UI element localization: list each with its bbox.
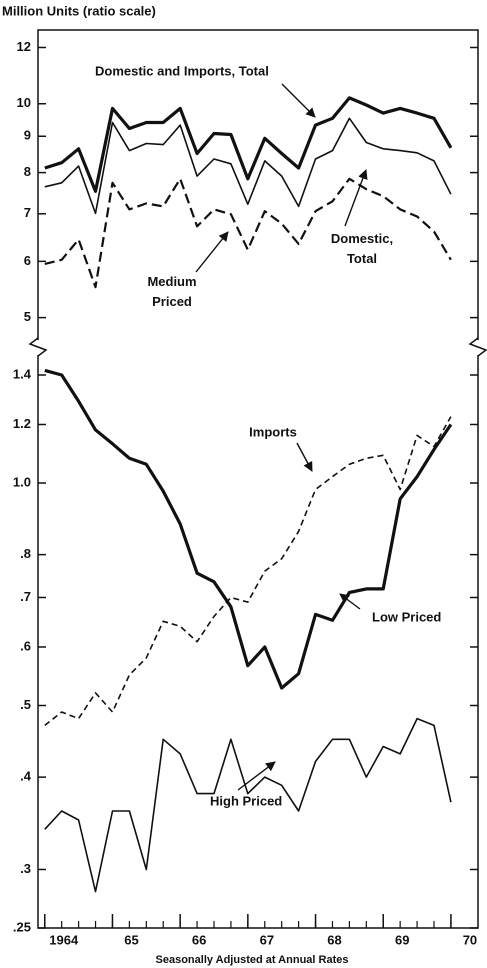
y-tick-label: 12 bbox=[17, 39, 31, 54]
y-tick-label: 10 bbox=[17, 95, 31, 110]
x-axis-title: Seasonally Adjusted at Annual Rates bbox=[156, 954, 349, 966]
upper-frame bbox=[37, 29, 479, 340]
axis-break bbox=[468, 337, 487, 357]
label-arrow bbox=[237, 761, 276, 791]
axis-break bbox=[28, 337, 48, 357]
y-tick-label: .7 bbox=[20, 589, 31, 604]
series-line bbox=[44, 96, 453, 193]
series-line bbox=[44, 416, 452, 727]
series-label-line: Priced bbox=[152, 294, 192, 309]
y-tick-label: 9 bbox=[24, 128, 31, 143]
series-label-line: Domestic, bbox=[331, 231, 393, 246]
series-label: Domestic and Imports, Total bbox=[95, 63, 269, 78]
y-tick-label: .5 bbox=[20, 697, 31, 712]
series-label: Domestic, Total bbox=[331, 231, 393, 266]
label-arrow bbox=[344, 169, 368, 227]
series-line bbox=[44, 117, 452, 215]
series-line bbox=[44, 717, 452, 893]
x-tick-label: 1964 bbox=[49, 932, 79, 947]
y-tick-label: 6 bbox=[24, 253, 31, 268]
series-label: Low Priced bbox=[372, 609, 441, 624]
y-tick-label: .4 bbox=[20, 769, 32, 784]
series-label: Medium Priced bbox=[147, 274, 196, 309]
lower-frame bbox=[37, 355, 479, 929]
y-tick-label: 1.4 bbox=[13, 366, 32, 381]
y-tick-label: 1.0 bbox=[13, 474, 31, 489]
y-tick-label: 7 bbox=[24, 205, 31, 220]
x-tick-label: 70 bbox=[463, 932, 477, 947]
y-tick-label: .6 bbox=[20, 638, 31, 653]
series-line bbox=[44, 368, 453, 690]
y-tick-label: 8 bbox=[24, 164, 31, 179]
x-tick-label: 68 bbox=[327, 932, 341, 947]
series-label-line: Total bbox=[347, 251, 377, 266]
series-label: High Priced bbox=[210, 793, 282, 808]
label-arrow bbox=[195, 231, 229, 273]
y-tick-label: .8 bbox=[20, 546, 31, 561]
y-tick-label: 1.2 bbox=[13, 416, 31, 431]
x-tick-label: 67 bbox=[260, 932, 274, 947]
label-arrow bbox=[339, 593, 361, 610]
y-tick-label: 5 bbox=[24, 309, 31, 324]
x-tick-label: 66 bbox=[192, 932, 206, 947]
x-tick-label: 69 bbox=[395, 932, 409, 947]
y-tick-label: .25 bbox=[13, 919, 31, 934]
series-label: Imports bbox=[249, 424, 297, 439]
x-tick-label: 65 bbox=[124, 932, 138, 947]
series-line bbox=[44, 177, 452, 289]
y-axis-title: Million Units (ratio scale) bbox=[2, 3, 156, 18]
series-label-line: Medium bbox=[147, 274, 196, 289]
label-arrow bbox=[296, 442, 313, 472]
label-arrow bbox=[281, 83, 316, 118]
y-tick-label: .3 bbox=[20, 861, 31, 876]
